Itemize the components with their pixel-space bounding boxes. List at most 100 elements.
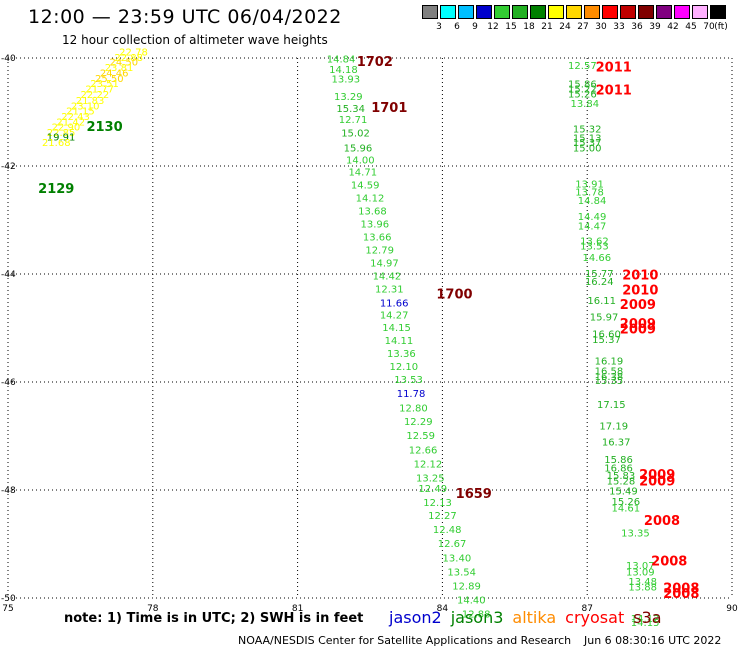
- wave-height-label: 24.46: [100, 68, 129, 79]
- color-swatch: [512, 5, 528, 19]
- pass-time-label: 2010: [622, 284, 658, 299]
- wave-height-label: 13.91: [575, 180, 604, 191]
- altimeter-tracks: 22.7822.8824.5023.8124.4625.5023.5121.77…: [42, 47, 659, 629]
- wave-height-label: 22.85: [47, 128, 76, 139]
- wave-height-label: 16.58: [595, 366, 624, 377]
- x-tick-label: 90: [726, 604, 738, 614]
- color-swatch-label: 12: [487, 22, 499, 32]
- color-swatch: [440, 5, 456, 19]
- wave-height-label: 13.07: [626, 561, 655, 572]
- wave-height-label: 14.84: [327, 54, 356, 65]
- wave-height-label: 15.49: [609, 486, 638, 497]
- wave-height-label: 12.88: [462, 609, 491, 620]
- wave-height-label: 13.09: [626, 567, 655, 578]
- satellite-legend-item: altika: [512, 608, 557, 627]
- wave-height-label: 13.53: [394, 375, 423, 386]
- y-tick-label: -44: [1, 270, 16, 280]
- wave-height-label: 21.77: [85, 85, 114, 96]
- wave-height-label: 16.19: [595, 357, 624, 368]
- color-swatch: [620, 5, 636, 19]
- wave-height-label: 15.02: [341, 128, 370, 139]
- wave-height-label: 13.62: [580, 236, 609, 247]
- wave-height-label: 13.25: [416, 473, 445, 484]
- pass-time-label: 1659: [456, 487, 492, 502]
- pass-time-label: 2010: [622, 268, 658, 283]
- color-swatch-label: 42: [667, 22, 679, 32]
- wave-height-label: 13.29: [334, 92, 363, 103]
- wave-height-label: 14.40: [457, 595, 486, 606]
- wave-height-label: 14.66: [583, 253, 612, 264]
- color-swatch: [674, 5, 690, 19]
- wave-height-label: 15.32: [573, 125, 602, 136]
- wave-height-label: 11.78: [397, 389, 426, 400]
- wave-height-label: 21.68: [42, 138, 71, 149]
- wave-height-label: 13.40: [443, 553, 472, 564]
- y-tick-label: -42: [1, 162, 16, 172]
- wave-height-label: 12.71: [339, 115, 368, 126]
- wave-height-label: 15.28: [607, 477, 636, 488]
- wave-height-label: 14.42: [373, 271, 402, 282]
- color-swatch-label: 21: [541, 22, 553, 32]
- satellite-legend-item: s3a: [633, 608, 662, 627]
- wave-height-label: 13.66: [363, 233, 392, 244]
- wave-height-label: 12.29: [404, 417, 433, 428]
- generated-timestamp: Jun 6 08:30:16 UTC 2022: [584, 634, 722, 647]
- wave-height-label: 22.78: [119, 47, 148, 58]
- wave-height-label: 14.47: [578, 222, 607, 233]
- color-swatch: [602, 5, 618, 19]
- wave-height-label: 14.71: [348, 168, 377, 179]
- satellite-legend-item: jason3: [450, 608, 504, 627]
- wave-height-label: 15.97: [590, 312, 619, 323]
- wave-height-label: 12.13: [423, 498, 452, 509]
- satellite-legend-item: jason2: [389, 608, 442, 627]
- color-swatch-label: 6: [454, 22, 460, 32]
- pass-time-label: 2011: [596, 61, 632, 76]
- wave-height-label: 14.12: [631, 614, 660, 625]
- wave-height-label: 21.42: [56, 118, 85, 129]
- wave-height-label: 16.24: [585, 277, 614, 288]
- color-swatch: [476, 5, 492, 19]
- y-tick-label: -50: [1, 594, 16, 604]
- wave-height-label: 15.00: [573, 143, 602, 154]
- wave-height-label: 16.37: [602, 438, 631, 449]
- pass-time-label: 2009: [639, 468, 675, 483]
- pass-time-label: 2011: [596, 84, 632, 99]
- color-swatch: [458, 5, 474, 19]
- x-tick-label: 81: [292, 604, 303, 614]
- wave-height-label: 14.15: [631, 618, 660, 629]
- color-swatch: [656, 5, 672, 19]
- wave-height-label: 16.86: [604, 464, 633, 475]
- wave-height-label: 12.49: [418, 484, 447, 495]
- pass-time-label: 2129: [38, 182, 74, 197]
- color-swatch: [548, 5, 564, 19]
- wave-height-label: 14.11: [385, 336, 414, 347]
- wave-height-label: 23.51: [90, 79, 119, 90]
- x-tick-label: 84: [437, 604, 449, 614]
- color-swatch-label: 15: [505, 22, 517, 32]
- wave-height-label: 15.37: [592, 335, 621, 346]
- axis-tick-labels: 75 78 81 84 87 90 -40 -42 -44 -46 -48 -50: [1, 54, 738, 614]
- wave-height-label: 17.15: [597, 400, 626, 411]
- wave-height-label: 22.90: [52, 122, 81, 133]
- wave-height-label: 19.91: [47, 133, 76, 144]
- pass-time-label: 2009: [639, 475, 675, 490]
- pass-time-label: 2009: [620, 298, 656, 313]
- wave-height-label: 14.12: [356, 194, 385, 205]
- color-swatch-label: 39: [649, 22, 661, 32]
- wave-height-label: 14.59: [351, 181, 380, 192]
- wave-height-label: 15.26: [568, 89, 597, 100]
- credit-line: NOAA/NESDIS Center for Satellite Applica…: [238, 634, 572, 647]
- y-tick-label: -40: [1, 54, 16, 64]
- wave-height-label: 15.34: [336, 104, 365, 115]
- wave-height-label: 13.68: [358, 207, 387, 218]
- wave-height-label: 14.84: [578, 196, 607, 207]
- altimeter-track: 12.13 12.27 12.48 12.67 13.40 13.54 12.89 14.40…: [423, 498, 490, 620]
- pass-time-label: 2009: [620, 317, 656, 332]
- pass-time-label: 2008: [644, 514, 680, 529]
- wave-height-label: 12.66: [409, 445, 438, 456]
